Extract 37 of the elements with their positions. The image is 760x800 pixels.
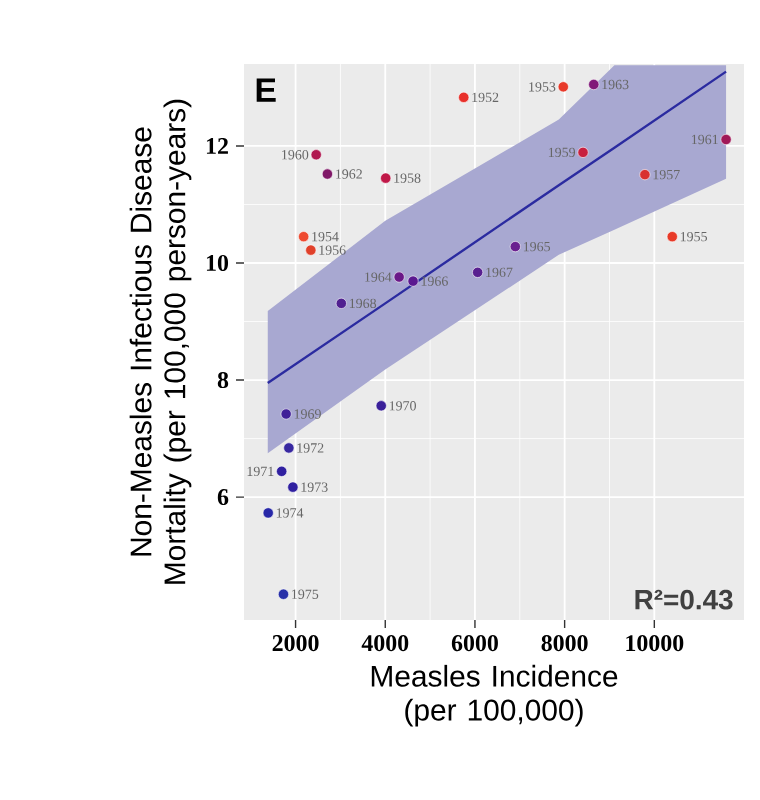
point [280, 408, 292, 420]
point [472, 266, 484, 278]
point [262, 507, 274, 519]
point [666, 231, 678, 243]
point [458, 91, 470, 103]
y-tick-label: 8 [217, 371, 229, 389]
point [577, 146, 589, 158]
point [277, 588, 289, 600]
point [287, 481, 299, 493]
point [509, 241, 521, 253]
point [393, 271, 405, 283]
point [321, 168, 333, 180]
point [310, 149, 322, 161]
point [407, 275, 419, 287]
point [639, 169, 651, 181]
y-tick-label: 6 [217, 489, 229, 506]
x-tick-label: 2000 [272, 635, 319, 652]
point [557, 81, 569, 93]
y-tick-label: 12 [206, 138, 228, 154]
point [298, 231, 310, 243]
x-axis-title: Measles Incidence (per 100,000) [371, 664, 618, 727]
point [380, 172, 392, 184]
y-axis-title: Non-Measles Infectious Disease Mortality (per 100,000 person-years) [129, 99, 192, 584]
point [305, 244, 317, 256]
annotation: R²=0.43 [635, 589, 733, 610]
x-tick-label: 10000 [626, 635, 684, 652]
x-tick-label: 8000 [541, 635, 588, 652]
y-tick-label: 10 [206, 254, 229, 272]
point [588, 79, 600, 90]
point [720, 134, 732, 146]
x-tick-label: 4000 [361, 635, 409, 652]
point [276, 465, 288, 477]
point [375, 400, 387, 412]
x-tick-label: 6000 [451, 635, 498, 652]
point [335, 297, 347, 309]
point [283, 442, 295, 454]
chart-title: E [256, 78, 276, 102]
